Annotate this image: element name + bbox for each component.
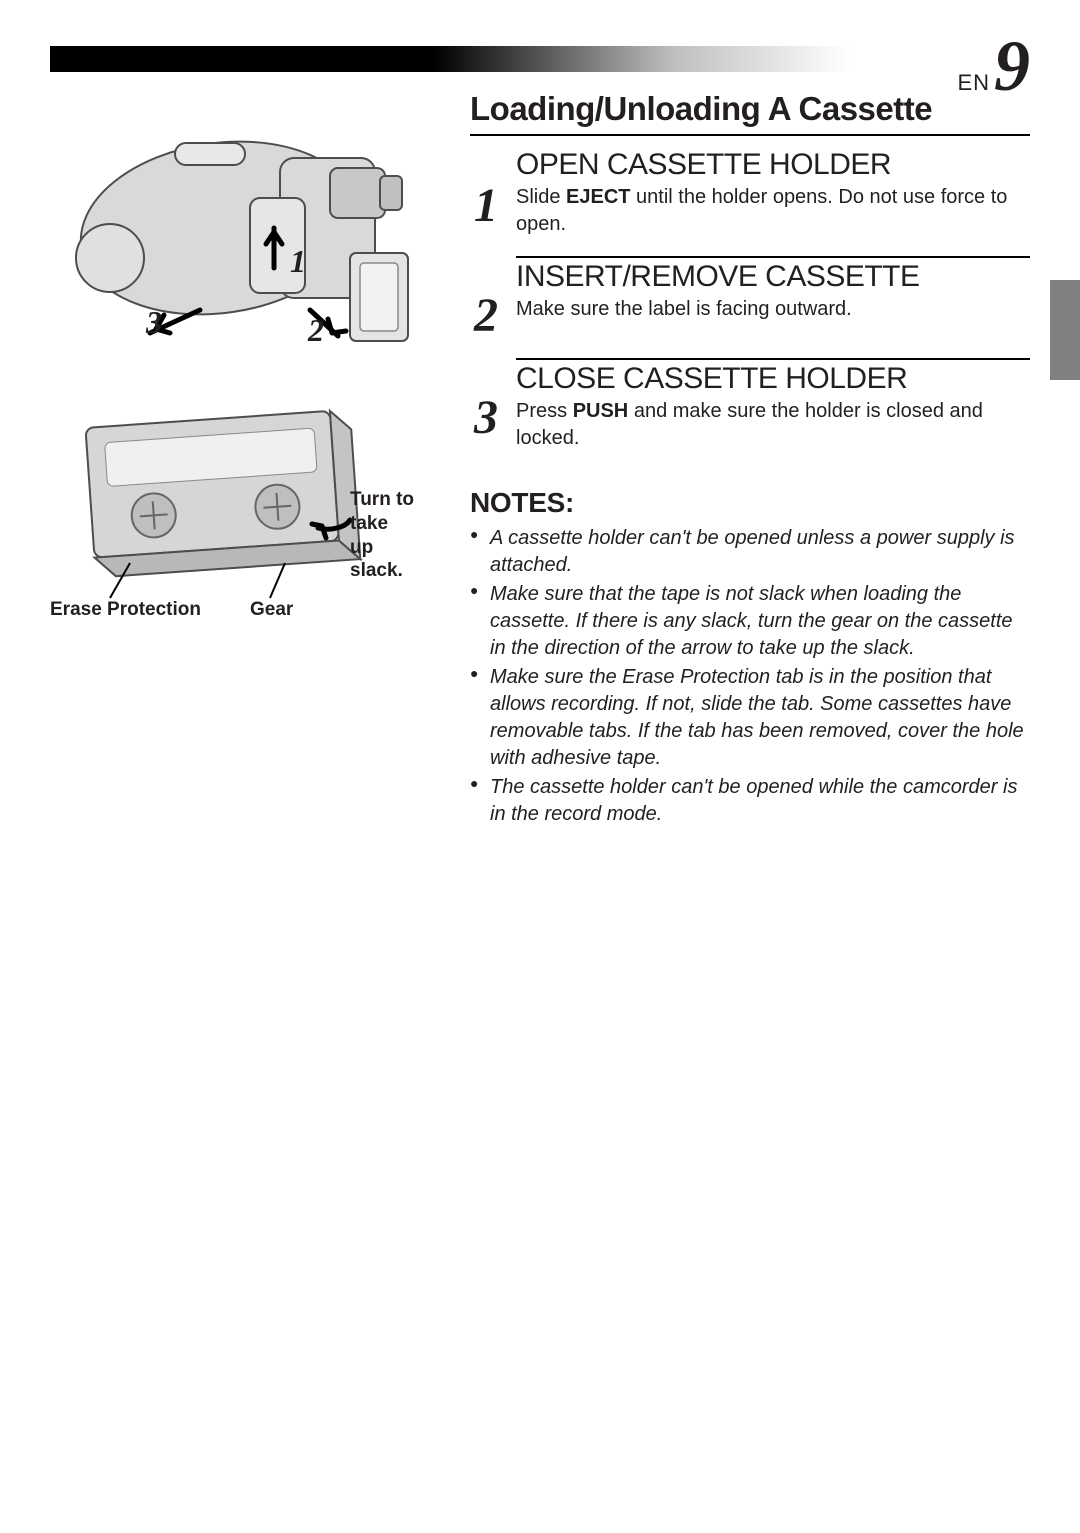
step-1-heading: OPEN CASSETTE HOLDER <box>516 148 1030 182</box>
step-2-text: Make sure the label is facing outward. <box>516 296 1030 323</box>
step-3-heading: CLOSE CASSETTE HOLDER <box>516 362 1030 396</box>
callout-2: 2 <box>308 312 324 349</box>
diagram-cassette: Turn to take up slack. Erase Protection … <box>50 408 430 608</box>
label-gear: Gear <box>250 598 293 622</box>
note-item: The cassette holder can't be opened whil… <box>470 774 1030 828</box>
callout-1: 1 <box>290 243 306 280</box>
step-2-heading: INSERT/REMOVE CASSETTE <box>516 260 1030 294</box>
step-3-text: Press PUSH and make sure the holder is c… <box>516 398 1030 452</box>
note-item: Make sure that the tape is not slack whe… <box>470 581 1030 662</box>
label-turn: Turn to take up slack. <box>350 488 430 583</box>
label-erase-protection: Erase Protection <box>50 598 201 622</box>
step-2-number: 2 <box>470 256 502 340</box>
diagram-camcorder: 1 2 3 <box>50 98 430 348</box>
header-gradient <box>50 46 850 72</box>
step-3-number: 3 <box>470 358 502 452</box>
step-1: 1 OPEN CASSETTE HOLDER Slide EJECT until… <box>470 146 1030 238</box>
header-bar: EN 9 <box>50 40 1030 80</box>
page-number-wrap: EN 9 <box>957 30 1030 102</box>
notes-list: A cassette holder can't be opened unless… <box>470 525 1030 828</box>
callout-3: 3 <box>146 304 162 341</box>
step-2: 2 INSERT/REMOVE CASSETTE Make sure the l… <box>470 256 1030 340</box>
step-1-number: 1 <box>470 146 502 238</box>
notes-heading: NOTES: <box>470 487 1030 519</box>
label-turn-line2: up slack. <box>350 537 403 582</box>
page-number: 9 <box>994 30 1030 102</box>
side-tab <box>1050 280 1080 380</box>
note-item: A cassette holder can't be opened unless… <box>470 525 1030 579</box>
step-1-text: Slide EJECT until the holder opens. Do n… <box>516 184 1030 238</box>
page-lang: EN <box>957 70 990 96</box>
label-turn-line1: Turn to take <box>350 489 414 534</box>
note-item: Make sure the Erase Protection tab is in… <box>470 664 1030 772</box>
camcorder-illustration <box>50 98 430 348</box>
section-title: Loading/Unloading A Cassette <box>470 90 1030 136</box>
step-3: 3 CLOSE CASSETTE HOLDER Press PUSH and m… <box>470 358 1030 452</box>
